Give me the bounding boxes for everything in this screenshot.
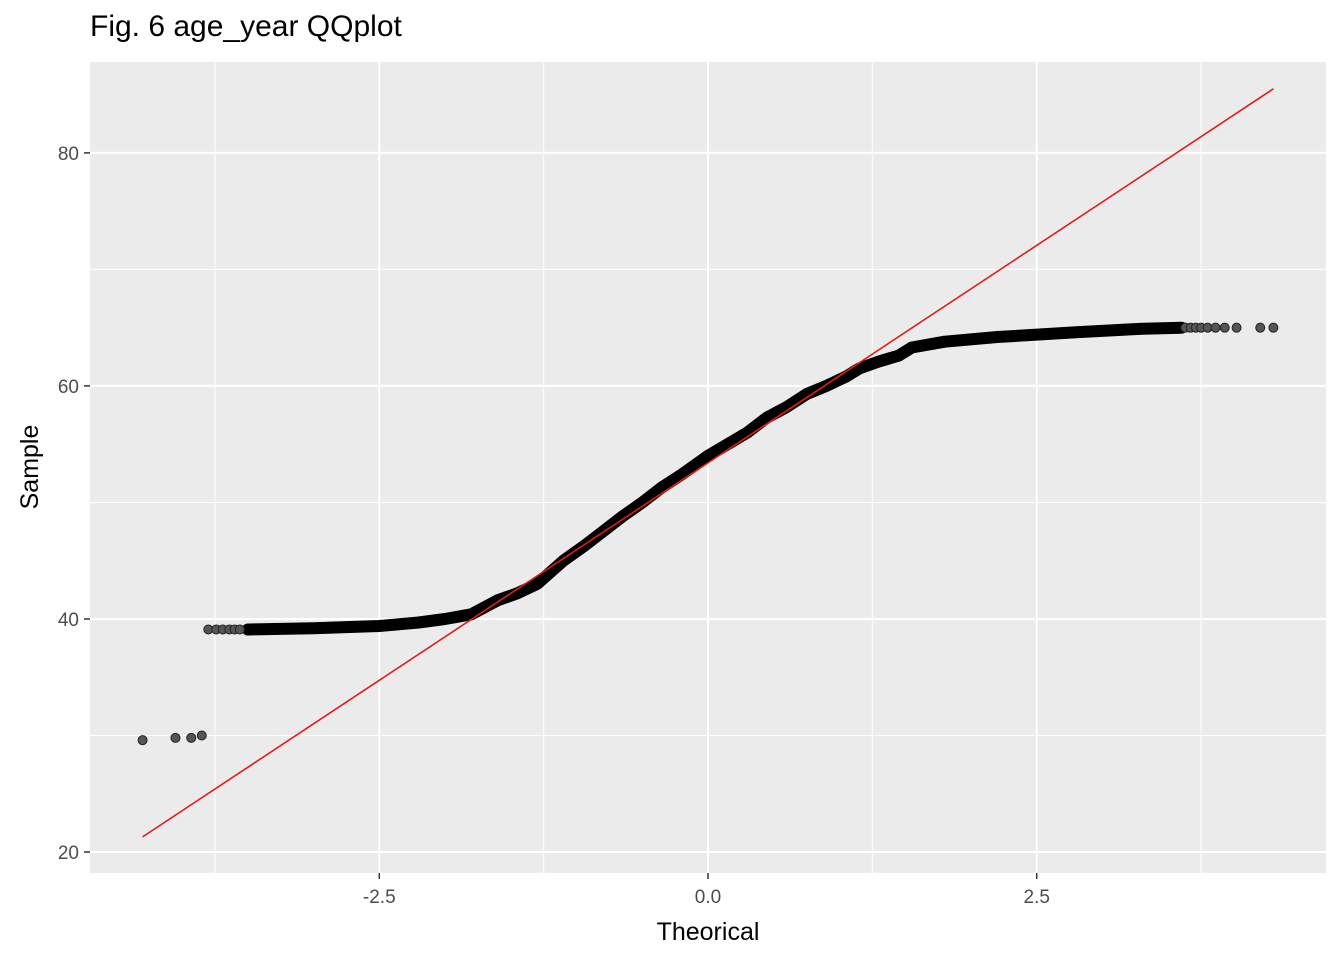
y-tick-label: 80	[58, 144, 79, 165]
x-tick-labels: -2.5 0.0 2.5	[363, 887, 1050, 908]
x-axis-title: Theorical	[657, 918, 760, 946]
x-tick-label: 2.5	[1024, 887, 1050, 908]
sample-points	[137, 322, 1279, 746]
major-gridlines	[90, 62, 1326, 873]
sample-point	[1268, 322, 1279, 333]
sample-point	[1231, 322, 1242, 333]
sample-point	[196, 730, 207, 741]
axis-ticks	[84, 152, 1038, 879]
chart-title: Fig. 6 age_year QQplot	[90, 10, 402, 43]
y-tick-labels: 20 40 60 80	[58, 144, 79, 864]
y-tick-label: 40	[58, 610, 79, 631]
sample-quantile-curve	[241, 321, 1188, 636]
y-axis-title: Sample	[16, 425, 44, 510]
reference-line-layer	[142, 88, 1274, 838]
y-tick-label: 60	[58, 377, 79, 398]
sample-point	[234, 624, 245, 635]
x-tick-label: 0.0	[695, 887, 721, 908]
sample-curve	[241, 321, 1188, 636]
sample-point	[186, 732, 197, 743]
sample-point	[137, 735, 148, 746]
sample-point	[1255, 322, 1266, 333]
sample-point	[1210, 322, 1221, 333]
x-tick-label: -2.5	[363, 887, 396, 908]
sample-point	[1219, 322, 1230, 333]
y-tick-label: 20	[58, 843, 79, 864]
reference-line	[142, 88, 1274, 838]
sample-point	[170, 732, 181, 743]
